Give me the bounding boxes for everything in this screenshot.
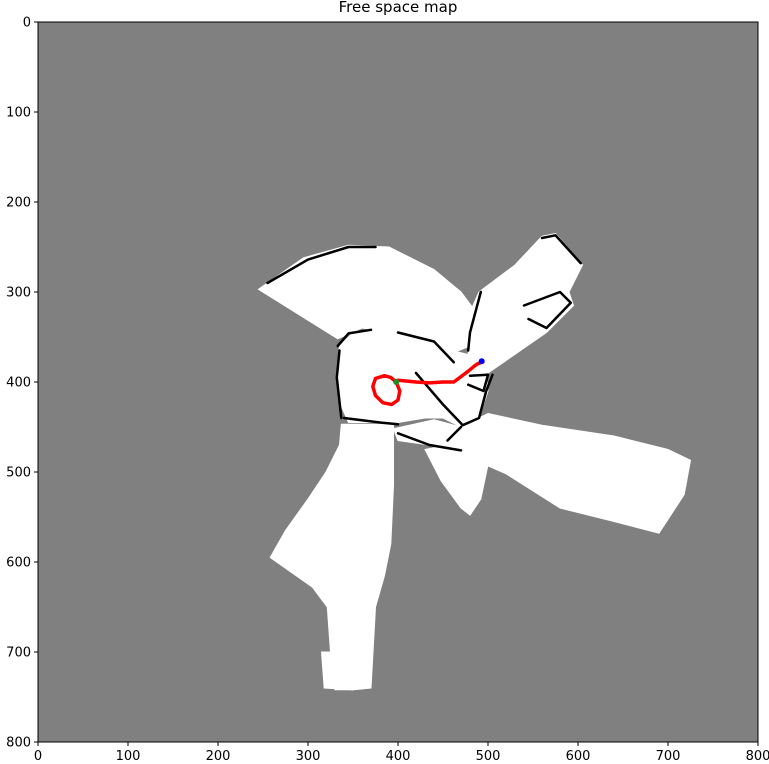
y-tick-label: 600 [6,556,31,571]
x-tick-label: 0 [34,749,42,764]
obstacle-edge [396,331,456,364]
end-point [478,358,485,365]
obstacle-edge [540,234,582,265]
obstacle-edge [396,432,463,452]
y-tick-label: 0 [23,16,31,31]
x-tick-label: 700 [656,749,681,764]
y-tick-label: 100 [6,106,31,121]
obstacle-edge [336,328,373,348]
obstacle-edge [446,425,463,442]
trajectory-layer [371,358,485,407]
obstacle-edge [466,373,490,393]
start-point [393,379,400,385]
obstacle-layer [266,234,582,452]
plot-area [38,22,758,742]
obstacle-edge [266,245,377,285]
y-tick-label: 800 [6,736,31,751]
y-axis: 0 100 200 300 400 500 600 700 800 [6,16,38,751]
obstacle-edge [414,371,494,427]
free-region [320,651,354,691]
trajectory-path [394,360,484,385]
x-tick-label: 500 [476,749,501,764]
obstacle-edge [335,349,343,420]
x-tick-label: 300 [296,749,321,764]
x-tick-label: 400 [386,749,411,764]
x-tick-label: 600 [566,749,591,764]
free-region [460,232,584,374]
x-tick-label: 100 [116,749,141,764]
obstacle-edge [342,416,400,426]
x-tick-label: 800 [746,749,769,764]
obstacle-edge [522,290,573,330]
x-tick-label: 200 [206,749,231,764]
obstacle-edge [466,290,483,352]
y-tick-label: 200 [6,196,31,211]
x-axis: 0 100 200 300 400 500 600 700 800 [34,742,769,764]
y-tick-label: 700 [6,646,31,661]
y-tick-label: 300 [6,286,31,301]
chart-title: Free space map [339,0,458,16]
free-space-layer [257,232,692,691]
trajectory-loop [371,373,402,407]
y-tick-label: 500 [6,466,31,481]
y-tick-label: 400 [6,376,31,391]
